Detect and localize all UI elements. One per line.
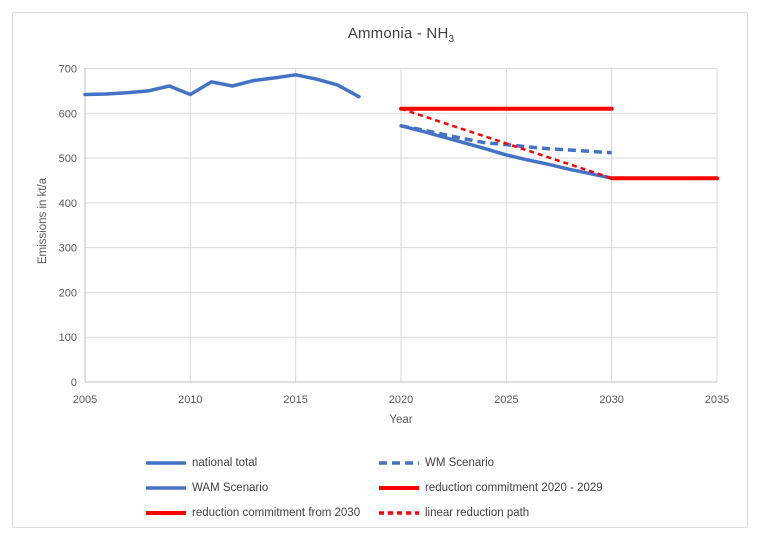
chart-title: Ammonia - NH3: [85, 25, 717, 45]
x-axis-title: Year: [389, 414, 413, 426]
y-tick-label: 0: [71, 377, 77, 389]
chart-title-text: Ammonia - NH: [347, 25, 449, 42]
legend-item: reduction commitment from 2030: [146, 500, 379, 525]
legend-item-label: reduction commitment from 2030: [192, 506, 361, 519]
y-tick-label: 700: [59, 64, 77, 76]
y-tick-label: 400: [59, 198, 77, 210]
x-tick-label: 2020: [389, 394, 413, 406]
legend-item-label: WAM Scenario: [192, 481, 269, 494]
legend-swatch-line: [146, 460, 186, 465]
legend-item: national total: [146, 450, 379, 475]
y-tick-label: 300: [59, 243, 77, 255]
legend-swatch-line: [379, 485, 419, 490]
x-tick-label: 2030: [599, 394, 623, 406]
legend-item: reduction commitment 2020 - 2029: [379, 475, 669, 500]
series-line: [400, 107, 613, 180]
legend: national total WM Scenario WAM Scenario red…: [146, 450, 669, 525]
y-axis-title: Emissions in kt/a: [37, 177, 49, 265]
legend-item-label: WM Scenario: [425, 456, 495, 469]
x-tick-label: 2025: [494, 394, 518, 406]
legend-item: linear reduction path: [379, 500, 669, 525]
x-tick-label: 2035: [705, 394, 729, 406]
legend-item-label: linear reduction path: [425, 506, 530, 519]
chart-title-subscript: 3: [448, 34, 455, 45]
legend-item: WAM Scenario: [146, 475, 379, 500]
legend-swatch-line: [379, 510, 419, 515]
legend-item-label: reduction commitment 2020 - 2029: [425, 481, 603, 494]
y-tick-label: 500: [59, 153, 77, 165]
series-line: [83, 73, 361, 99]
y-tick-label: 600: [59, 108, 77, 120]
legend-item-label: national total: [192, 456, 258, 469]
x-tick-label: 2005: [73, 394, 97, 406]
legend-swatch-line: [146, 485, 186, 490]
y-tick-label: 200: [59, 287, 77, 299]
chart-frame: 0 100 200 300 400 500 600 700 2005 2010 2015 2020 20…: [12, 12, 748, 528]
x-tick-label: 2010: [178, 394, 202, 406]
legend-swatch-line: [146, 510, 186, 515]
legend-item: WM Scenario: [379, 450, 669, 475]
y-tick-label: 100: [59, 332, 77, 344]
series-line: [399, 124, 614, 180]
legend-swatch-line: [379, 460, 419, 465]
x-tick-label: 2015: [283, 394, 307, 406]
plot-area: 0 100 200 300 400 500 600 700 2005 2010 2015 2020 20…: [59, 64, 730, 407]
